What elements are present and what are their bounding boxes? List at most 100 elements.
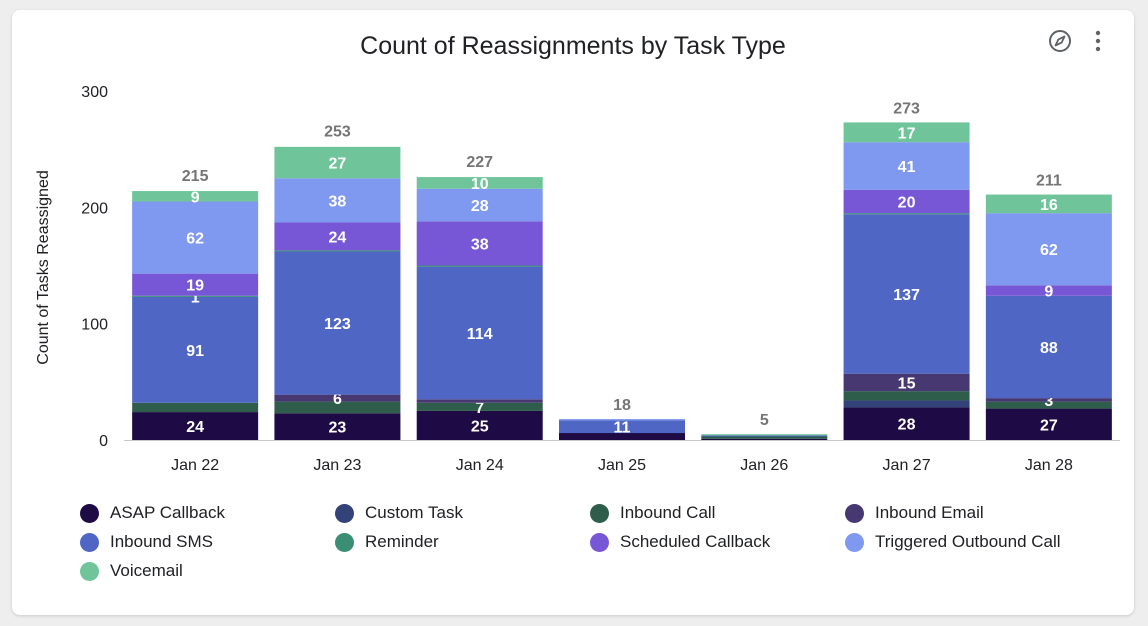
bar-segment[interactable] bbox=[843, 373, 970, 392]
legend-label: Triggered Outbound Call bbox=[875, 532, 1061, 551]
legend-item[interactable]: Reminder bbox=[335, 531, 590, 553]
bar-segment[interactable] bbox=[416, 402, 543, 411]
bar-segment[interactable] bbox=[416, 177, 543, 189]
bar-segment[interactable] bbox=[274, 413, 401, 440]
x-tick-label: Jan 23 bbox=[313, 457, 361, 474]
segment-label: 41 bbox=[898, 159, 916, 176]
segment-label: 24 bbox=[186, 419, 204, 436]
bar-segment[interactable] bbox=[274, 146, 401, 179]
legend-label: Scheduled Callback bbox=[620, 532, 771, 551]
segment-label: 62 bbox=[186, 231, 204, 248]
bar-segment[interactable] bbox=[132, 296, 259, 403]
legend-swatch bbox=[335, 532, 354, 552]
segment-label: 16 bbox=[1040, 197, 1058, 214]
bar-segment[interactable] bbox=[416, 399, 543, 403]
chart-title: Count of Reassignments by Task Type bbox=[360, 32, 786, 60]
total-label: 18 bbox=[613, 397, 631, 414]
bar-segment[interactable] bbox=[843, 142, 970, 190]
bar-segment[interactable] bbox=[274, 394, 401, 402]
y-tick-label: 100 bbox=[81, 317, 108, 334]
bar-segment[interactable] bbox=[416, 265, 543, 267]
legend-label: Inbound Email bbox=[875, 503, 984, 522]
bar-segment[interactable] bbox=[701, 436, 828, 439]
x-tick-label: Jan 22 bbox=[171, 457, 219, 474]
legend-item[interactable]: Inbound SMS bbox=[80, 531, 335, 553]
bar-segment[interactable] bbox=[132, 402, 259, 413]
legend-item[interactable]: Voicemail bbox=[80, 560, 335, 582]
legend-item[interactable]: Inbound Email bbox=[845, 502, 1100, 524]
bar-segment[interactable] bbox=[985, 295, 1112, 399]
bar-segment[interactable] bbox=[843, 400, 970, 408]
legend-item[interactable]: Scheduled Callback bbox=[590, 531, 845, 553]
legend-swatch bbox=[80, 503, 99, 523]
bar-segment[interactable] bbox=[701, 435, 828, 437]
segment-label: 19 bbox=[186, 278, 204, 295]
bar-segment[interactable] bbox=[985, 398, 1112, 402]
bar-segment[interactable] bbox=[843, 122, 970, 143]
bar-segment[interactable] bbox=[559, 420, 685, 434]
segment-label: 23 bbox=[329, 420, 347, 437]
segment-label: 88 bbox=[1040, 340, 1058, 357]
bar-segment[interactable] bbox=[559, 419, 685, 421]
total-label: 253 bbox=[324, 124, 351, 141]
bar-segment[interactable] bbox=[274, 250, 401, 252]
segment-label: 11 bbox=[614, 420, 631, 437]
legend-label: Voicemail bbox=[110, 561, 183, 580]
more-vert-icon[interactable] bbox=[1085, 28, 1111, 54]
bar-segment[interactable] bbox=[132, 201, 259, 274]
bar-segment[interactable] bbox=[274, 251, 401, 395]
bar-segment[interactable] bbox=[701, 438, 828, 440]
legend-item[interactable]: Inbound Call bbox=[590, 502, 845, 524]
bar-segment[interactable] bbox=[559, 433, 685, 440]
segment-label: 27 bbox=[1040, 417, 1058, 434]
segment-label: 38 bbox=[329, 193, 347, 210]
bar-segment[interactable] bbox=[701, 434, 828, 436]
total-label: 211 bbox=[1036, 173, 1062, 190]
y-axis-label: Count of Tasks Reassigned bbox=[35, 170, 52, 364]
bar-segment[interactable] bbox=[843, 214, 970, 374]
bar-segment[interactable] bbox=[132, 191, 259, 202]
segment-label: 9 bbox=[1044, 284, 1053, 301]
bar-segment[interactable] bbox=[843, 213, 970, 215]
bar-segment[interactable] bbox=[416, 221, 543, 266]
legend-label: Inbound SMS bbox=[110, 532, 214, 551]
legend-item[interactable]: ASAP Callback bbox=[80, 502, 335, 524]
bar-segment[interactable] bbox=[985, 194, 1112, 214]
bar-segment[interactable] bbox=[132, 295, 259, 297]
bar-segment[interactable] bbox=[416, 266, 543, 400]
bar-segment[interactable] bbox=[274, 178, 401, 223]
legend-swatch bbox=[590, 532, 609, 552]
segment-label: 114 bbox=[467, 326, 493, 343]
legend-swatch bbox=[845, 532, 864, 552]
bar-segment[interactable] bbox=[416, 188, 543, 222]
legend-item[interactable]: Triggered Outbound Call bbox=[845, 531, 1100, 553]
bar-segment[interactable] bbox=[843, 391, 970, 401]
segment-label: 9 bbox=[191, 189, 200, 206]
chart-legend: ASAP Callback Custom Task Inbound Call Inbo… bbox=[80, 502, 1100, 582]
bar-segment[interactable] bbox=[274, 222, 401, 251]
bar-segment[interactable] bbox=[132, 412, 259, 440]
x-tick-label: Jan 27 bbox=[883, 457, 931, 474]
bar-segment[interactable] bbox=[985, 408, 1112, 440]
bar-segment[interactable] bbox=[274, 401, 401, 414]
x-tick-label: Jan 24 bbox=[456, 457, 504, 474]
bar-segment[interactable] bbox=[985, 213, 1112, 286]
bar-segment[interactable] bbox=[985, 285, 1112, 296]
bar-segment[interactable] bbox=[416, 410, 543, 440]
y-tick-label: 200 bbox=[81, 200, 108, 217]
bar-segment[interactable] bbox=[132, 273, 259, 296]
y-tick-label: 300 bbox=[81, 84, 108, 101]
legend-item[interactable]: Custom Task bbox=[335, 502, 590, 524]
total-label: 227 bbox=[466, 154, 493, 171]
segment-label: 7 bbox=[475, 400, 484, 417]
legend-swatch bbox=[335, 503, 354, 523]
explore-icon[interactable] bbox=[1047, 28, 1073, 54]
x-tick-label: Jan 28 bbox=[1025, 457, 1073, 474]
segment-label: 62 bbox=[1040, 242, 1058, 259]
segment-label: 24 bbox=[329, 229, 347, 246]
bar-segment[interactable] bbox=[843, 407, 970, 440]
bar-segment[interactable] bbox=[985, 401, 1112, 409]
total-label: 273 bbox=[893, 100, 920, 117]
segment-label: 3 bbox=[1044, 393, 1053, 410]
bar-segment[interactable] bbox=[843, 189, 970, 214]
